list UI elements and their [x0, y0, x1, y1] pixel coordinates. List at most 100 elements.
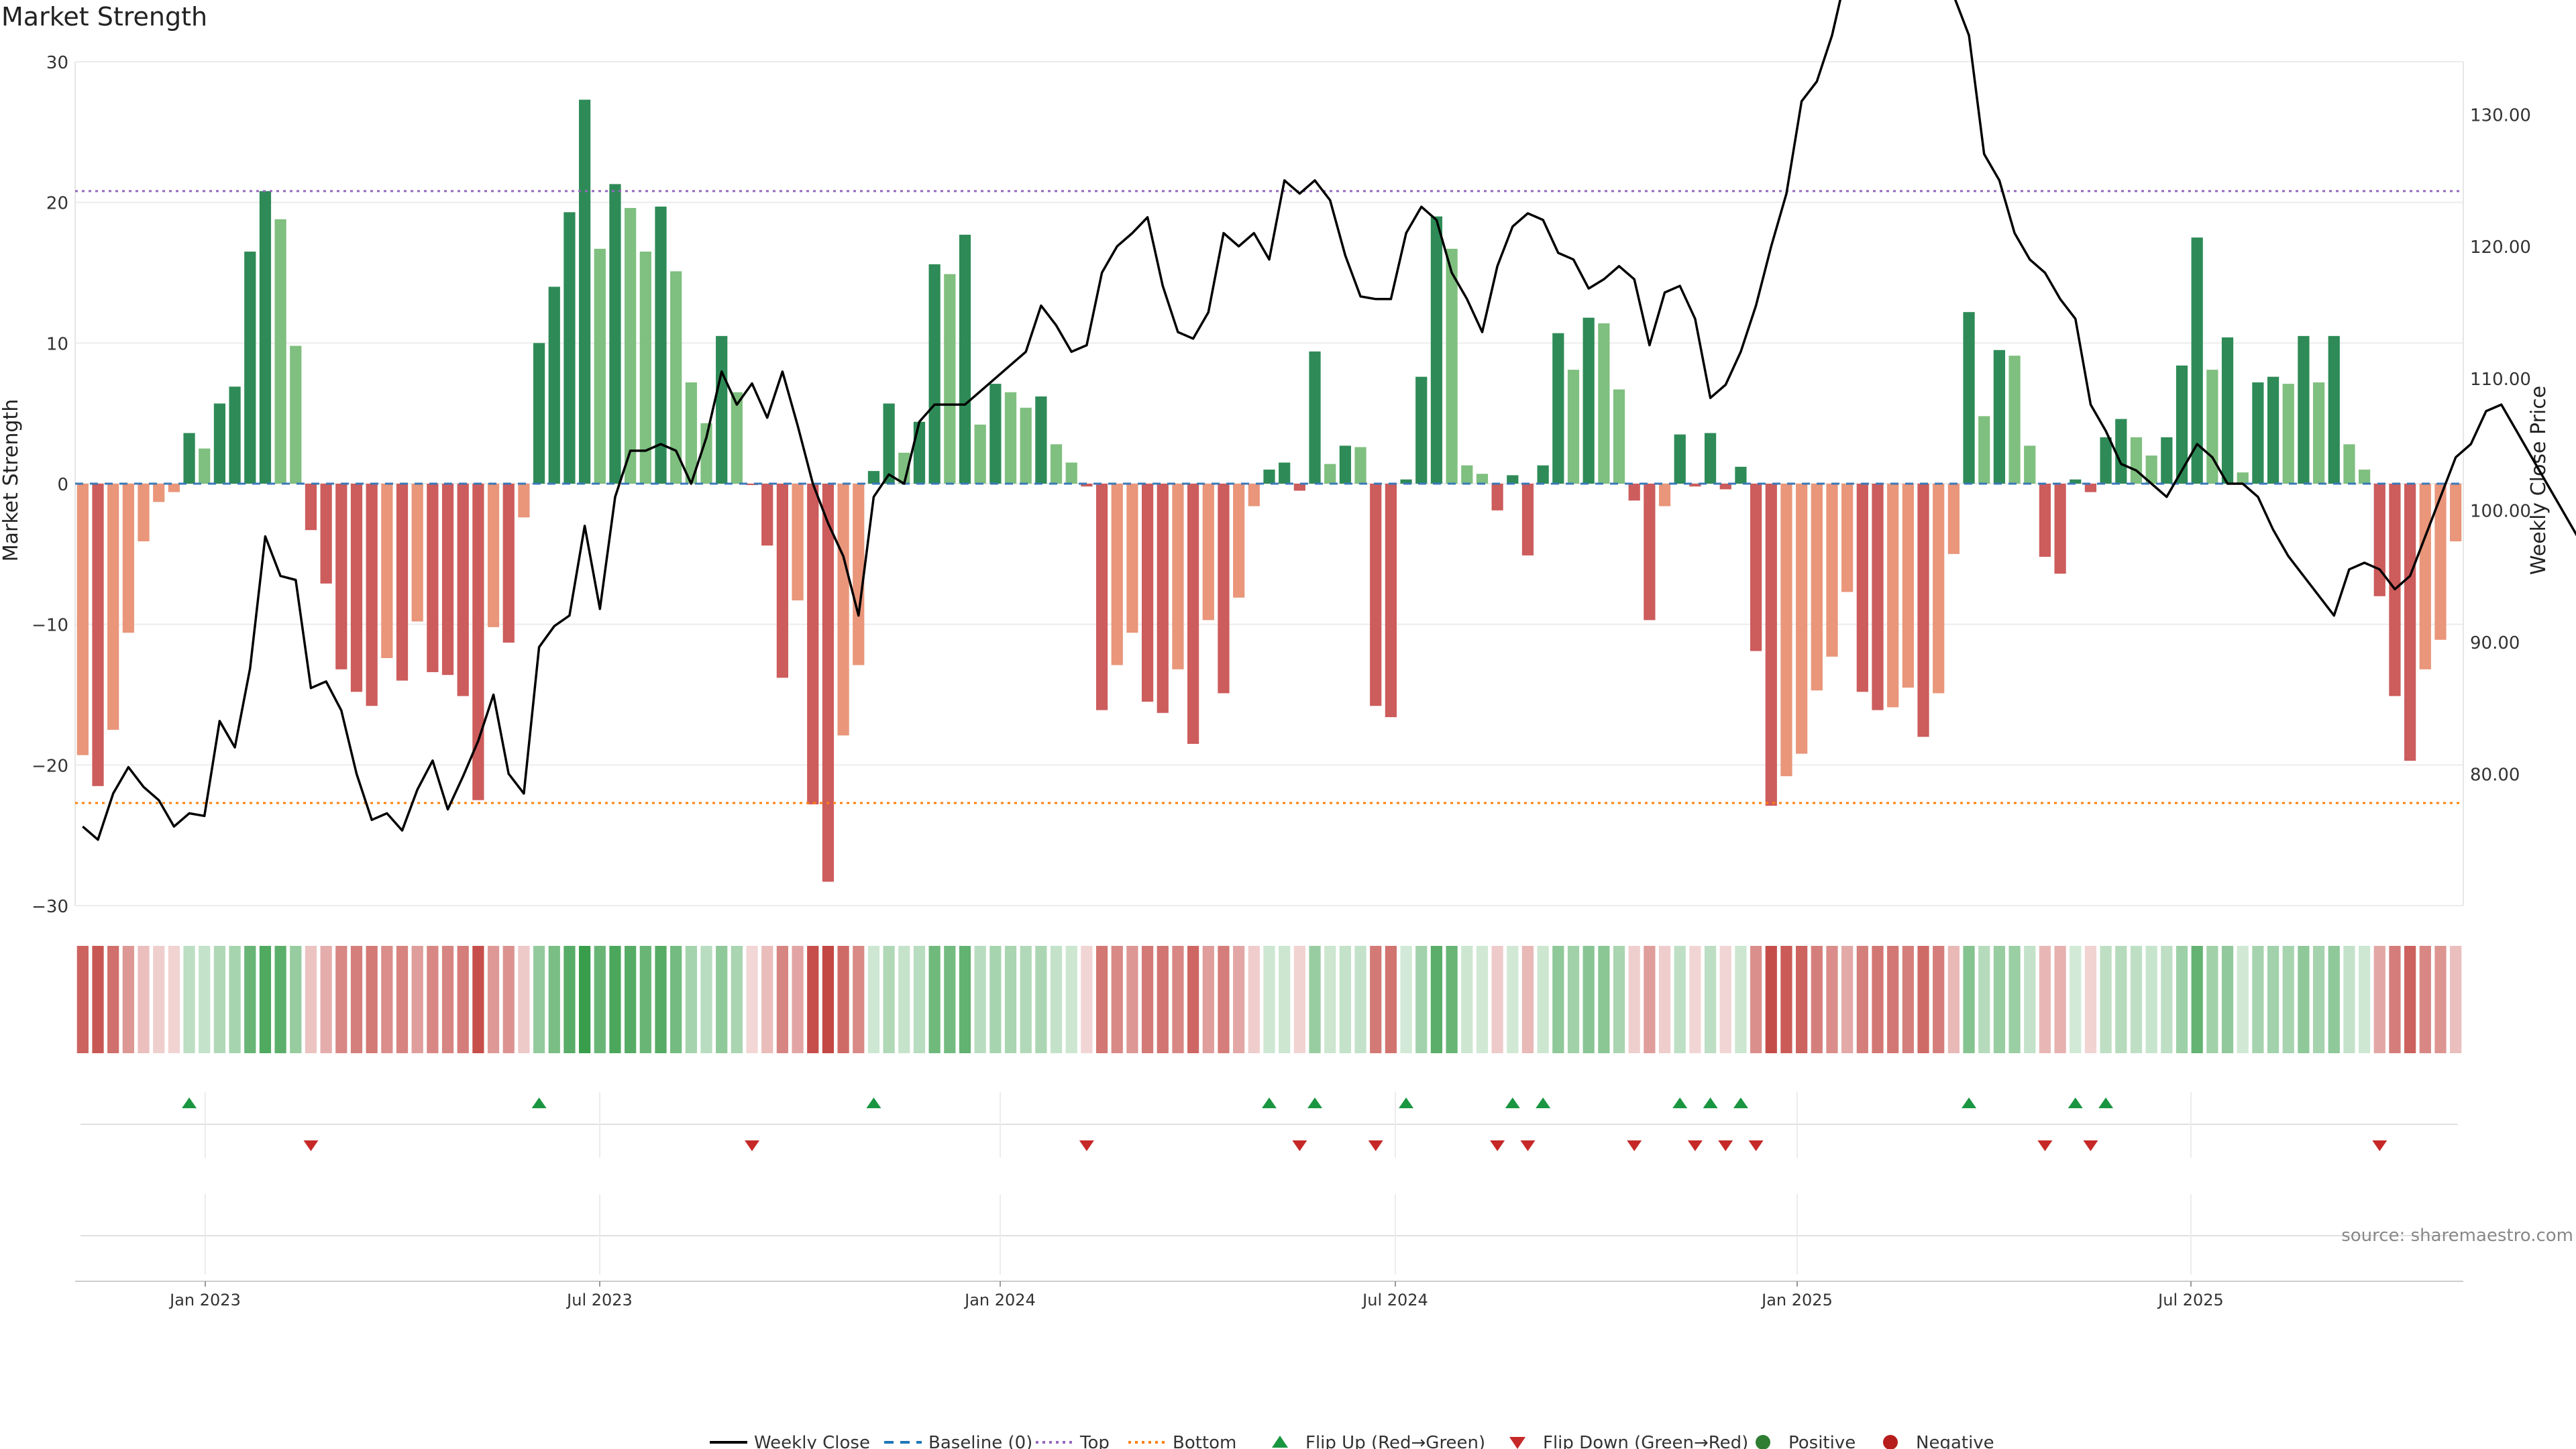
heat-cell: [2161, 946, 2173, 1053]
strength-bar: [2039, 484, 2051, 557]
heat-cell: [1537, 946, 1549, 1053]
strength-bar: [1004, 392, 1017, 484]
heat-cell: [2298, 946, 2310, 1053]
strength-bar: [1552, 333, 1564, 484]
strength-bar: [1674, 434, 1686, 484]
strength-bar: [1293, 484, 1305, 491]
strength-bar: [1370, 484, 1382, 706]
strength-bar: [335, 484, 347, 669]
heat-cell: [670, 946, 682, 1053]
heat-cell: [1035, 946, 1047, 1053]
reference-lines: [75, 190, 2463, 804]
heat-cell: [1324, 946, 1336, 1053]
strength-bar: [579, 99, 591, 484]
strength-bar: [1263, 470, 1275, 484]
strength-bar: [427, 484, 439, 672]
heat-cell: [2054, 946, 2066, 1053]
flip-down-marker: [1687, 1140, 1703, 1151]
heat-cell: [199, 946, 211, 1053]
legend-label: Weekly Close: [754, 1433, 870, 1449]
y2-tick-label: 120.00: [2470, 237, 2531, 258]
heat-cell: [305, 946, 317, 1053]
heat-cell: [2145, 946, 2157, 1053]
strength-bar: [1446, 248, 1458, 484]
strength-bar: [2404, 484, 2416, 761]
heat-cell: [2312, 946, 2325, 1053]
heat-cell: [335, 946, 347, 1053]
flip-down-marker: [2083, 1140, 2098, 1151]
heat-cell: [1887, 946, 1899, 1053]
y2-tick-label: 130.00: [2470, 106, 2531, 126]
heat-cell: [1811, 946, 1823, 1053]
strength-bar: [1933, 484, 1945, 694]
heat-cell: [1430, 946, 1443, 1053]
heat-cell: [2070, 946, 2082, 1053]
strength-bar: [1461, 465, 1473, 484]
strength-bar: [1324, 464, 1336, 484]
heat-cell: [1613, 946, 1625, 1053]
strength-bar: [1567, 370, 1580, 484]
strength-bar: [2054, 484, 2066, 574]
strength-bar: [731, 392, 743, 484]
legend-label: Baseline (0): [928, 1433, 1032, 1449]
strength-bar: [792, 484, 804, 601]
legend-swatch: [1272, 1436, 1288, 1448]
strength-bar: [2328, 335, 2340, 484]
heat-cell: [2100, 946, 2112, 1053]
strength-bar: [366, 484, 378, 706]
strength-bar: [1735, 466, 1747, 484]
strength-bar: [2191, 237, 2203, 484]
y-tick-label: 20: [46, 194, 68, 214]
heat-cell: [487, 946, 500, 1053]
heat-cell: [594, 946, 606, 1053]
heat-cell: [1385, 946, 1397, 1053]
heat-cell: [244, 946, 256, 1053]
heat-cell: [2084, 946, 2097, 1053]
strength-bar: [776, 484, 789, 678]
strength-bar: [533, 343, 545, 484]
legend-label: Top: [1079, 1433, 1110, 1449]
heat-cell: [1400, 946, 1412, 1053]
strength-bar: [1279, 462, 1291, 484]
heat-cell: [1567, 946, 1580, 1053]
heat-cell: [2008, 946, 2021, 1053]
strength-bar: [1157, 484, 1169, 713]
strength-bar: [716, 335, 728, 484]
heat-cell: [1796, 946, 1808, 1053]
heat-cell: [792, 946, 804, 1053]
heat-cell: [518, 946, 530, 1053]
heat-cell: [350, 946, 363, 1053]
strength-bar: [153, 484, 165, 502]
strength-bar: [229, 386, 241, 484]
heat-cell: [2450, 946, 2462, 1053]
heat-cell: [2115, 946, 2127, 1053]
heat-cell: [776, 946, 789, 1053]
strength-bar: [1095, 484, 1108, 710]
strength-bar: [807, 484, 819, 805]
heat-cell: [2024, 946, 2036, 1053]
strength-bar: [2343, 444, 2355, 484]
heat-cell: [2267, 946, 2279, 1053]
strength-bar: [2130, 437, 2143, 484]
heat-cell: [1993, 946, 2006, 1053]
flip-down-marker: [303, 1140, 319, 1151]
strength-bar: [2252, 382, 2264, 484]
heat-cell: [1020, 946, 1032, 1053]
strength-bar: [989, 384, 1002, 484]
x-axis: Jan 2023 Jul 2023 Jan 2024 Jul 2024 Jan 2025…: [75, 1092, 2463, 1309]
heat-cell: [411, 946, 423, 1053]
strength-bar: [670, 271, 682, 484]
heat-cell: [1293, 946, 1305, 1053]
strength-bar: [959, 234, 971, 484]
heat-cell: [853, 946, 865, 1053]
flip-up-marker: [531, 1097, 547, 1108]
heat-cell: [290, 946, 302, 1053]
strength-bar: [2373, 484, 2385, 596]
heat-cell: [1218, 946, 1230, 1053]
strength-bar: [472, 484, 484, 800]
strength-bar: [1796, 484, 1808, 754]
heat-cell: [76, 946, 89, 1053]
chart-title: Market Strength: [1, 2, 207, 32]
heat-cell: [1050, 946, 1063, 1053]
strength-bar: [2084, 484, 2097, 492]
